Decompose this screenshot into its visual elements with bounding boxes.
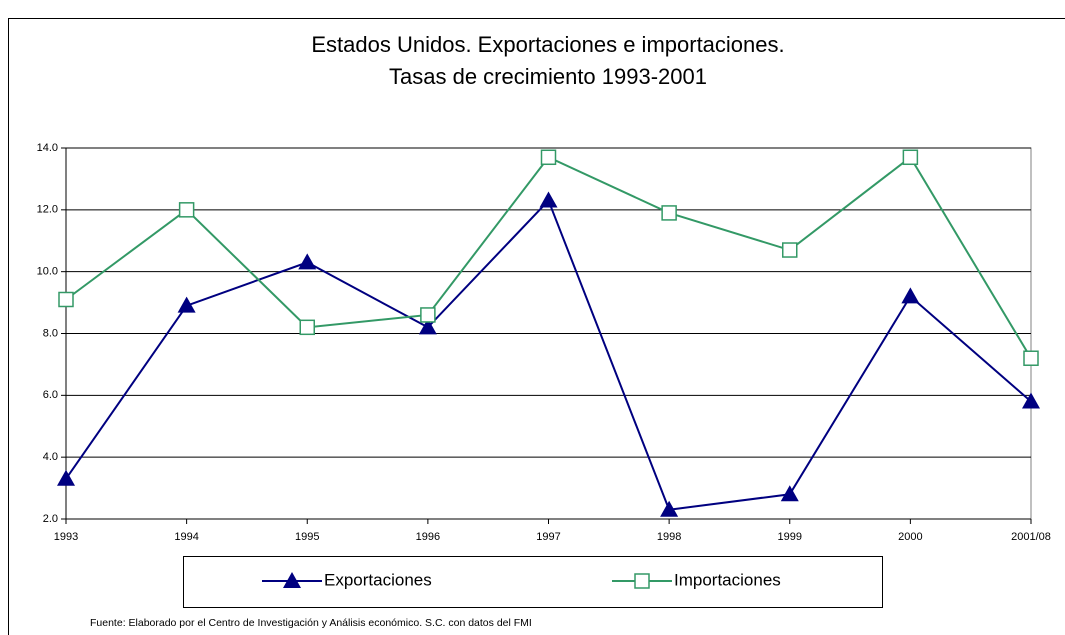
- data-point: [177, 296, 196, 313]
- x-tick-label: 1994: [174, 531, 198, 543]
- x-tick-label: 2000: [898, 531, 922, 543]
- y-tick-label: 2.0: [43, 513, 58, 525]
- data-point: [901, 287, 920, 304]
- x-tick-label: 2001/08: [1011, 531, 1051, 543]
- data-point: [299, 319, 315, 336]
- data-point: [539, 191, 558, 208]
- x-tick-label: 1998: [657, 531, 681, 543]
- legend-marker: [283, 572, 301, 588]
- data-point: [661, 205, 677, 221]
- data-point: [298, 253, 317, 270]
- legend-label: Exportaciones: [324, 570, 432, 589]
- x-tick-label: 1993: [54, 531, 78, 543]
- data-point: [57, 469, 75, 486]
- legend-marker: [634, 573, 650, 589]
- data-point: [420, 307, 436, 323]
- y-tick-label: 10.0: [37, 266, 58, 278]
- y-tick-label: 8.0: [43, 327, 58, 339]
- source-note: Fuente: Elaborado por el Centro de Inves…: [90, 617, 532, 629]
- x-tick-label: 1996: [416, 531, 440, 543]
- data-point: [58, 291, 74, 308]
- chart-subtitle: Tasas de crecimiento 1993-2001: [389, 64, 707, 89]
- data-point: [782, 242, 798, 258]
- data-point: [540, 149, 557, 166]
- data-point: [178, 202, 195, 218]
- data-point: [1022, 392, 1040, 409]
- data-point: [1023, 350, 1039, 366]
- y-tick-label: 4.0: [43, 451, 58, 463]
- x-tick-label: 1999: [778, 531, 802, 543]
- data-point: [780, 485, 799, 502]
- y-tick-label: 14.0: [37, 142, 58, 154]
- x-tick-label: 1997: [536, 531, 560, 543]
- y-tick-label: 12.0: [37, 204, 58, 216]
- x-tick-label: 1995: [295, 531, 319, 543]
- chart-title: Estados Unidos. Exportaciones e importac…: [311, 32, 784, 57]
- data-point: [418, 318, 437, 335]
- legend-label: Importaciones: [674, 570, 781, 589]
- y-tick-label: 6.0: [43, 389, 58, 401]
- data-point: [902, 149, 919, 166]
- data-point: [660, 500, 679, 517]
